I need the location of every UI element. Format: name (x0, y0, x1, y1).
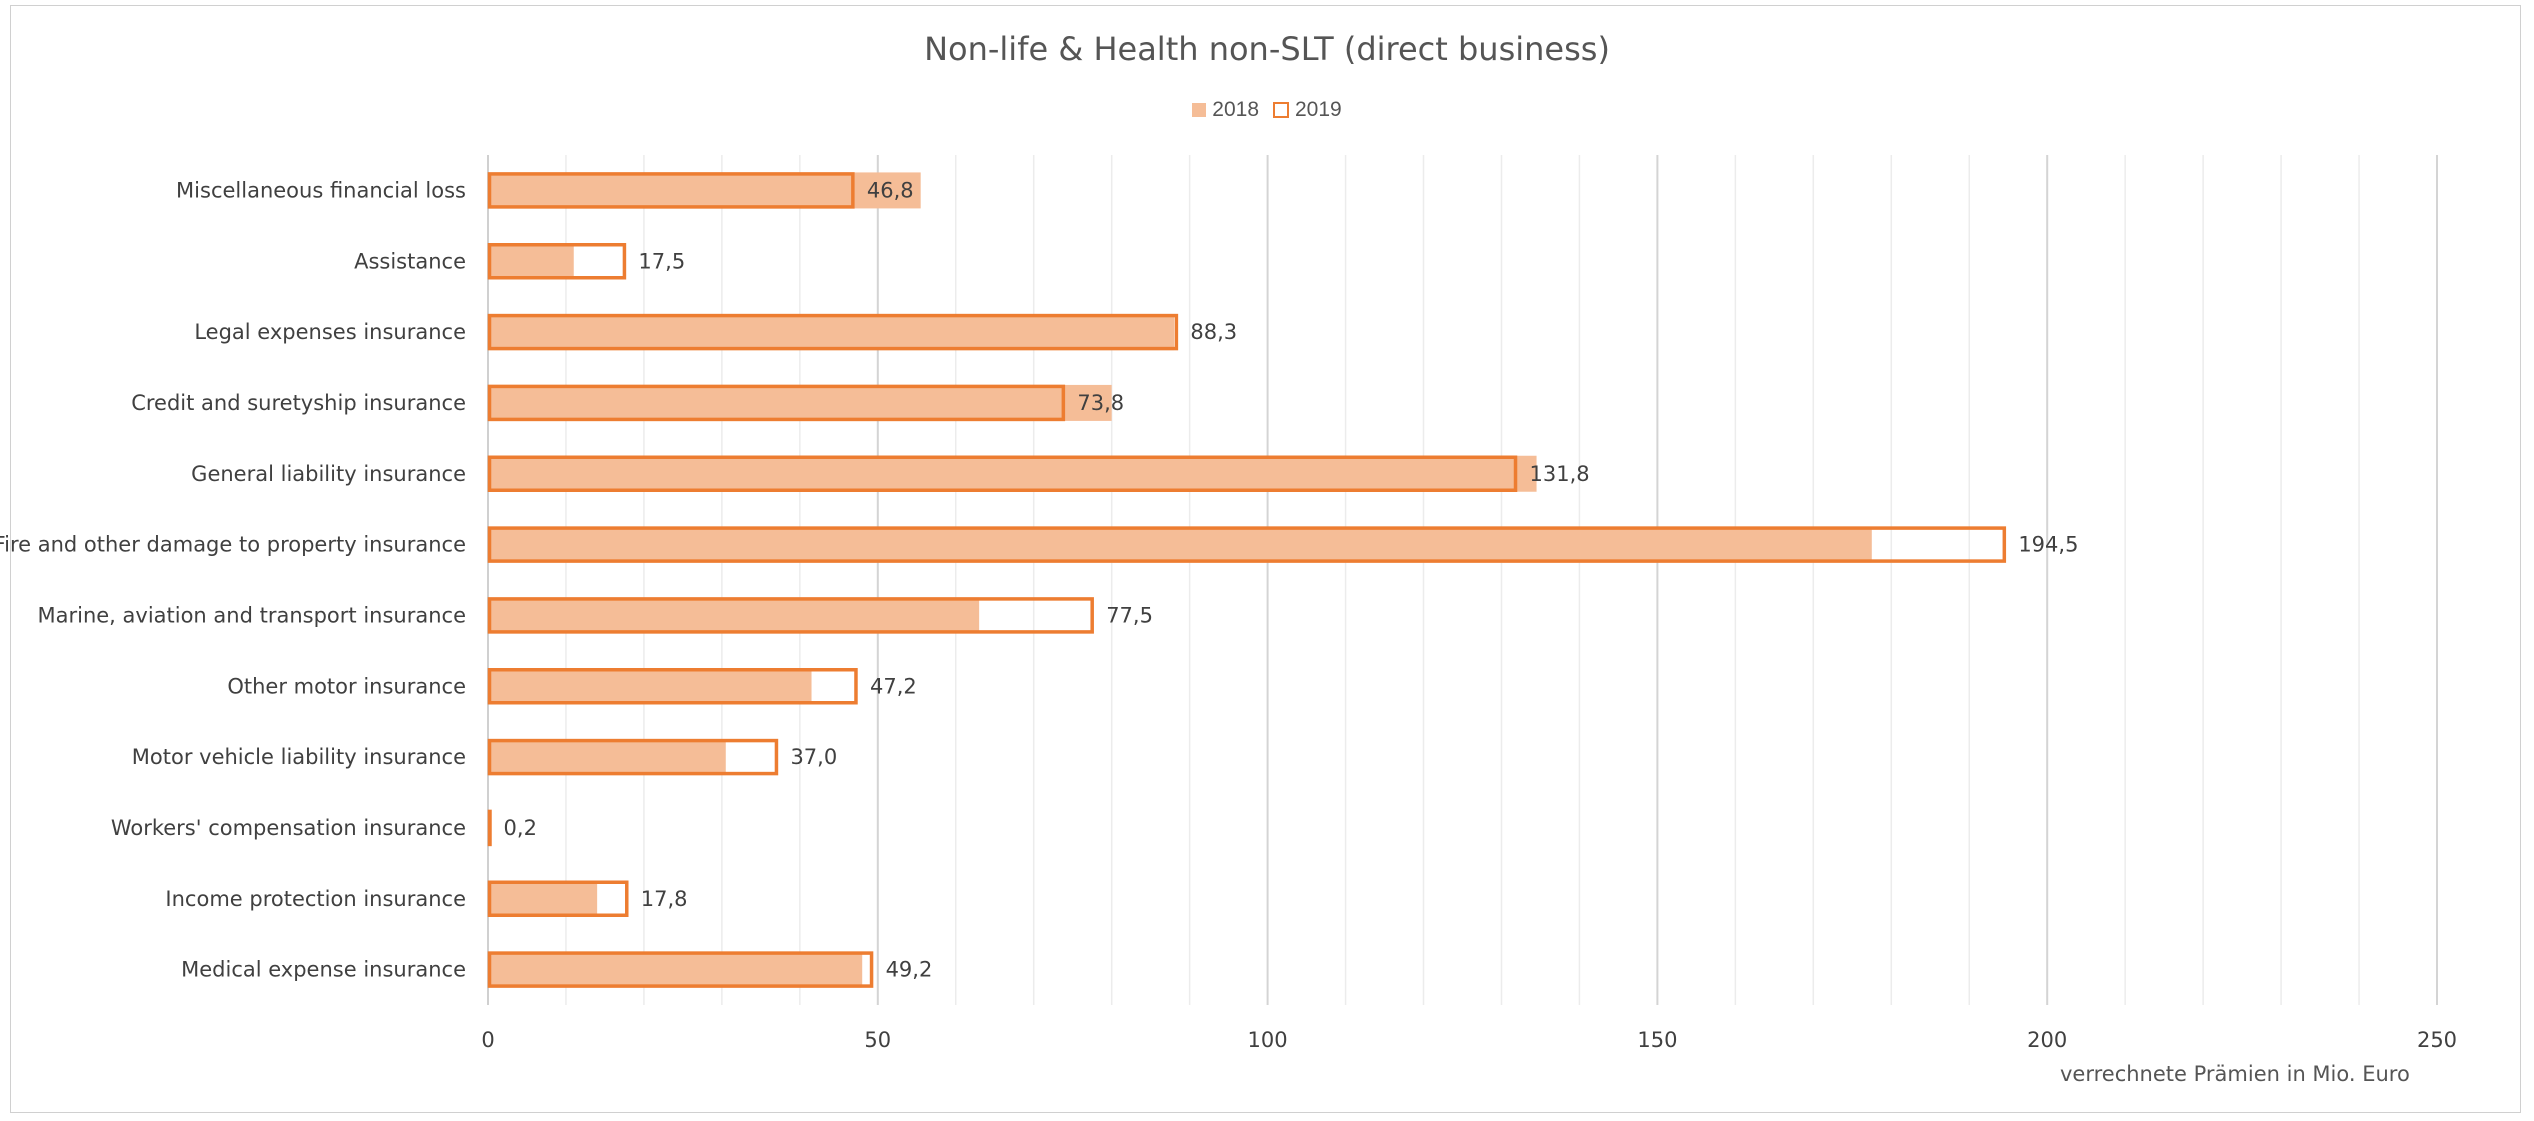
data-label-2019: 131,8 (1530, 462, 1590, 486)
data-label-2019: 0,2 (504, 816, 537, 840)
chart-frame (10, 5, 2521, 1113)
data-label-2019: 194,5 (2018, 533, 2078, 557)
data-label-2019: 17,8 (641, 887, 688, 911)
data-label-2019: 47,2 (870, 674, 917, 698)
bar-2018 (488, 668, 812, 705)
x-tick-label: 200 (2027, 1028, 2067, 1052)
x-axis-title: verrechnete Prämien in Mio. Euro (2060, 1062, 2410, 1086)
bar-2019 (487, 172, 855, 209)
bar-2019 (487, 526, 2007, 563)
data-label-2019: 77,5 (1106, 603, 1153, 627)
bar-2018 (488, 172, 921, 209)
category-label: Medical expense insurance (181, 958, 466, 982)
legend-swatch-2019 (1273, 102, 1289, 118)
data-label-2019: 46,8 (867, 178, 914, 202)
bar-2018 (488, 384, 1112, 421)
category-label: Assistance (354, 249, 466, 273)
x-tick-label: 150 (1637, 1028, 1677, 1052)
bar-2019 (487, 313, 1179, 351)
data-label-2019: 73,8 (1077, 391, 1124, 415)
bar-2019 (487, 951, 874, 988)
category-label: Marine, aviation and transport insurance (37, 603, 466, 627)
legend-label-2018: 2018 (1212, 98, 1259, 121)
data-label-2019: 37,0 (790, 745, 837, 769)
x-tick-label: 100 (1248, 1028, 1288, 1052)
bar-2019 (487, 243, 627, 280)
bar-2019 (487, 668, 858, 705)
bar-2018 (488, 739, 726, 776)
category-label: Legal expenses insurance (194, 320, 466, 344)
category-label: Motor vehicle liability insurance (132, 745, 466, 769)
category-label: Income protection insurance (165, 887, 466, 911)
bar-2018 (488, 597, 980, 634)
bar-2019 (487, 455, 1518, 492)
bar-2019 (487, 384, 1066, 422)
bar-2019 (487, 880, 629, 917)
bar-2018 (488, 314, 1175, 351)
category-label: General liability insurance (191, 462, 466, 486)
bar-2018 (488, 951, 863, 988)
bar-2018 (488, 526, 1872, 563)
category-label: Credit and suretyship insurance (131, 391, 466, 415)
bar-2019 (487, 597, 1094, 634)
category-label: Miscellaneous financial loss (176, 178, 466, 202)
legend-label-2019: 2019 (1295, 98, 1342, 121)
x-tick-label: 250 (2417, 1028, 2457, 1052)
bar-2018 (488, 243, 574, 280)
legend-item-2019: 2019 (1273, 98, 1342, 122)
legend-swatch-2018 (1192, 103, 1207, 117)
x-tick-label: 50 (864, 1028, 891, 1052)
data-label-2019: 17,5 (638, 249, 685, 273)
bar-2019 (487, 809, 492, 847)
category-label: Workers' compensation insurance (111, 816, 466, 840)
data-label-2019: 88,3 (1190, 320, 1237, 344)
bar-2018 (488, 455, 1537, 492)
chart-title: Non-life & Health non-SLT (direct busine… (924, 30, 1610, 68)
category-label: Fire and other damage to property insura… (0, 533, 466, 557)
bar-2018 (488, 880, 598, 917)
data-label-2019: 49,2 (886, 958, 933, 982)
x-tick-label: 0 (481, 1028, 494, 1052)
legend-item-2018: 2018 (1192, 98, 1259, 122)
chart-legend: 2018 2019 (0, 98, 2534, 122)
bar-2019 (487, 738, 779, 776)
category-label: Other motor insurance (227, 674, 466, 698)
